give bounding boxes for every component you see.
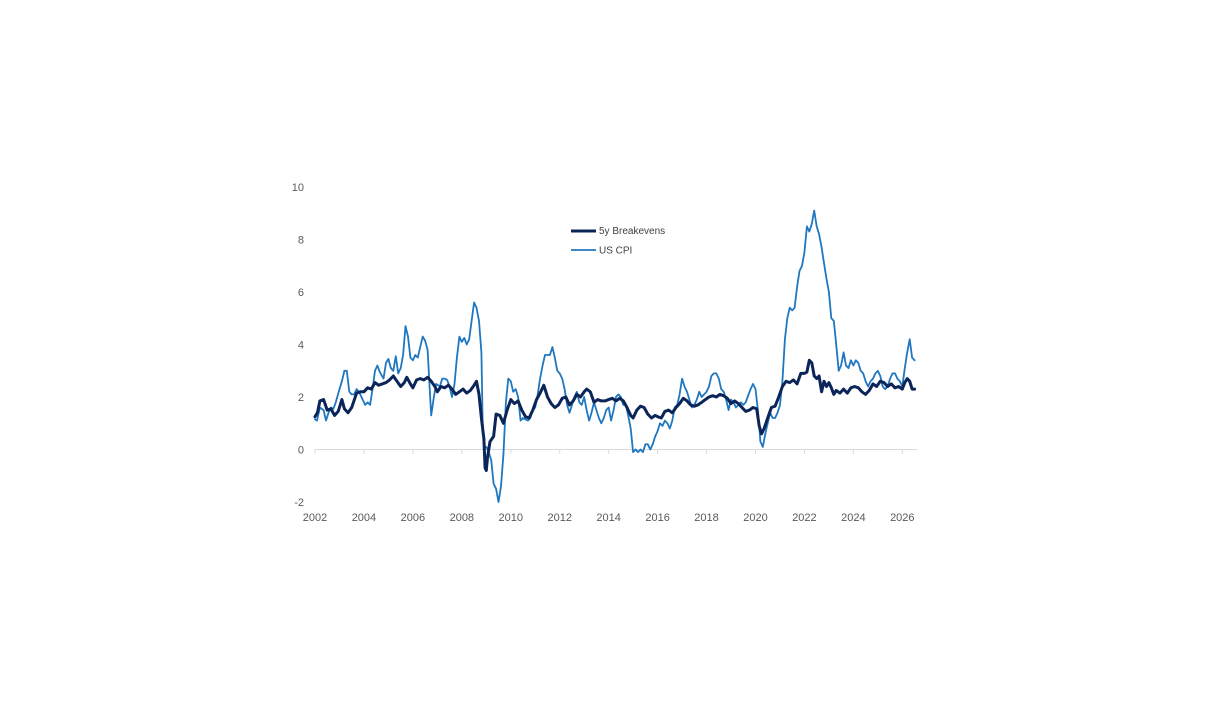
y-tick-label-2: 2 xyxy=(298,392,304,404)
x-tick-label-2012: 2012 xyxy=(547,512,571,524)
x-tick-label-2006: 2006 xyxy=(401,512,425,524)
y-tick-label-0: 0 xyxy=(298,445,304,457)
x-tick-label-2010: 2010 xyxy=(499,512,523,524)
y-tick-label-10: 10 xyxy=(292,182,304,194)
legend: 5y Breakevens US CPI xyxy=(571,226,665,257)
x-tick-label-2022: 2022 xyxy=(792,512,816,524)
x-axis-ticks: 2002 2004 2006 2008 2010 2012 2014 2016 2018 2020… xyxy=(303,449,915,524)
y-tick-label-6: 6 xyxy=(298,287,304,299)
x-tick-label-2008: 2008 xyxy=(450,512,474,524)
y-axis-ticks: -2 0 2 4 6 8 10 xyxy=(292,182,304,509)
x-tick-label-2018: 2018 xyxy=(694,512,718,524)
y-tick-label-4: 4 xyxy=(298,340,304,352)
y-tick-label--2: -2 xyxy=(294,497,304,509)
x-tick-label-2004: 2004 xyxy=(352,512,376,524)
series-lines xyxy=(313,209,917,503)
x-tick-label-2002: 2002 xyxy=(303,512,327,524)
x-tick-label-2014: 2014 xyxy=(596,512,620,524)
legend-label-cpi: US CPI xyxy=(599,246,632,257)
x-tick-label-2026: 2026 xyxy=(890,512,914,524)
x-tick-label-2020: 2020 xyxy=(743,512,767,524)
y-tick-label-8: 8 xyxy=(298,235,304,247)
series-line-cpi xyxy=(314,209,916,503)
series-line-breakevens xyxy=(313,358,917,472)
x-tick-label-2016: 2016 xyxy=(645,512,669,524)
legend-label-breakevens: 5y Breakevens xyxy=(599,226,665,237)
x-tick-label-2024: 2024 xyxy=(841,512,865,524)
